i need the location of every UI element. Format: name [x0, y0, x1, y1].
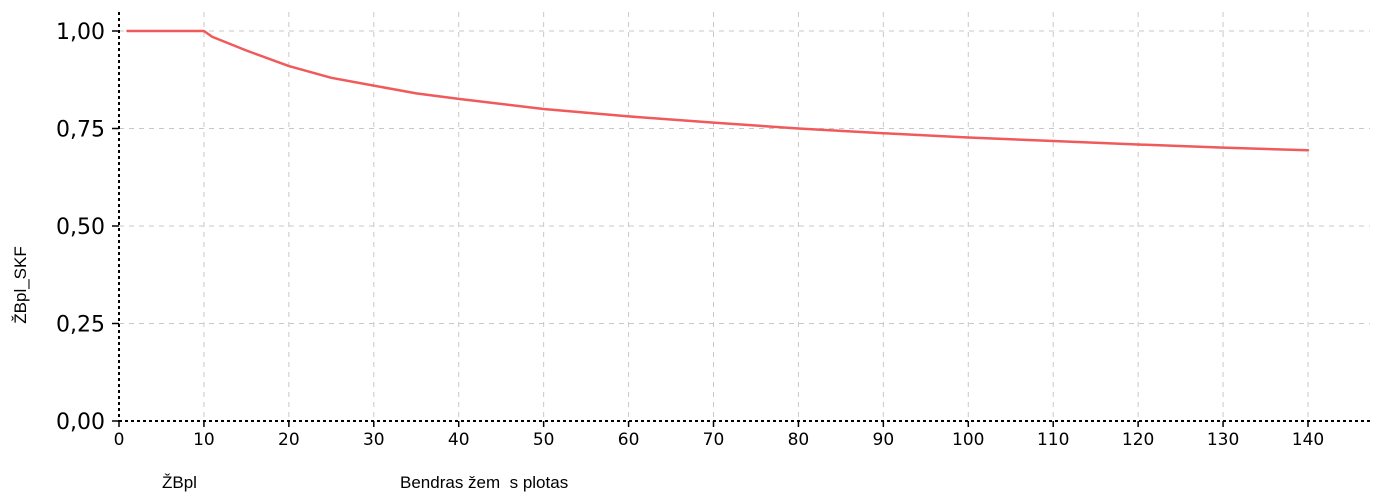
x-tick-label: 50: [533, 430, 555, 450]
series-line: [126, 29, 1310, 152]
x-tick-label: 40: [448, 430, 470, 450]
y-tick-label: 0,00: [56, 410, 105, 435]
x-tick-label: 120: [1122, 430, 1154, 450]
x-tick-label: 140: [1292, 430, 1324, 450]
x-tick-label: 100: [952, 430, 984, 450]
y-tick-label: 1,00: [56, 20, 105, 45]
tick-labels: 0,00 0,25 0,50 0,75 1,00 0 10 20 30 40 50 60 70 80 90 1…: [56, 20, 1324, 450]
y-tick-label: 0,50: [56, 215, 105, 240]
grid: [119, 12, 1370, 421]
x-tick-label: 0: [114, 430, 125, 450]
x-axis-title-left: ŽBpl: [162, 473, 197, 492]
y-tick-label: 0,75: [56, 118, 105, 143]
y-tick-label: 0,25: [56, 313, 105, 338]
x-tick-label: 70: [703, 430, 725, 450]
x-tick-label: 130: [1207, 430, 1239, 450]
x-tick-label: 90: [873, 430, 895, 450]
x-tick-label: 80: [788, 430, 810, 450]
y-axis-title: ŽBpl_SKF: [11, 246, 30, 323]
x-tick-label: 60: [618, 430, 640, 450]
x-tick-label: 110: [1037, 430, 1069, 450]
x-tick-label: 30: [363, 430, 385, 450]
series-layer: [126, 29, 1310, 152]
x-tick-label: 10: [193, 430, 215, 450]
axes: [112, 12, 1370, 427]
x-axis-title: Bendras žem s plotas: [400, 473, 568, 492]
x-tick-label: 20: [278, 430, 300, 450]
